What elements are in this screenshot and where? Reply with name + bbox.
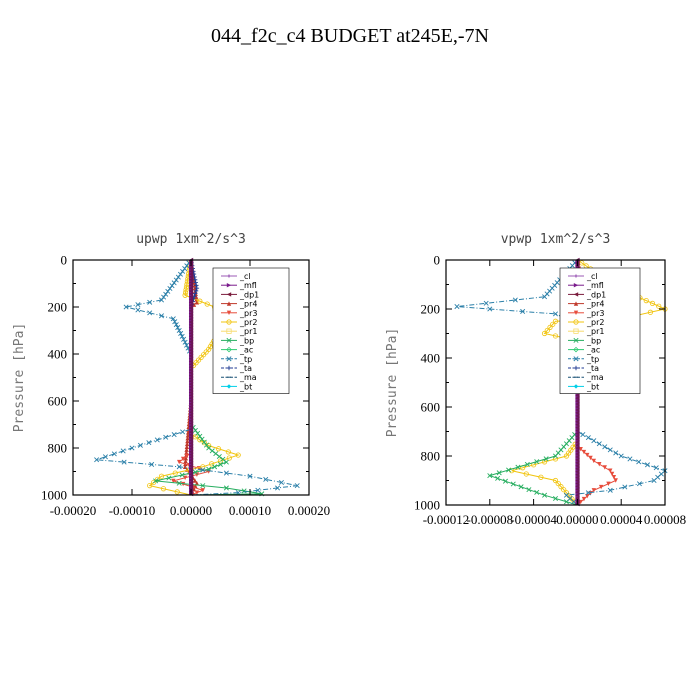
- series-markers-bp: [153, 424, 265, 497]
- y-tick-label: 0: [61, 253, 68, 268]
- series-line-tp: [96, 259, 298, 496]
- x-tick-label: -0.00008: [467, 512, 514, 527]
- legend-label: _bp: [586, 336, 601, 345]
- legend-label: _pr4: [586, 300, 604, 309]
- x-tick-label: -0.00020: [50, 503, 97, 518]
- legend-label: _ma: [586, 373, 604, 382]
- legend-label: _ac: [586, 346, 600, 355]
- legend-label: _bp: [239, 336, 254, 345]
- x-tick-label: 0.00000: [556, 512, 598, 527]
- y-tick-label: 800: [421, 449, 441, 464]
- x-tick-label: -0.00010: [109, 503, 156, 518]
- x-tick-label: -0.00012: [423, 512, 470, 527]
- y-tick-label: 800: [48, 441, 68, 456]
- legend-label: _ta: [239, 364, 252, 373]
- legend-label: _pr3: [586, 309, 604, 318]
- panel-title: vpwp 1xm^2/s^3: [501, 232, 611, 247]
- legend-label: _tp: [239, 355, 252, 364]
- y-tick-label: 400: [48, 347, 68, 362]
- legend: _cl_mfl_dp1_pr4_pr3_pr2_pr1_bp_ac_tp_ta_…: [212, 267, 290, 394]
- x-tick-label: -0.00004: [510, 512, 557, 527]
- legend-label: _mfl: [586, 281, 604, 290]
- legend-label: _ac: [239, 346, 253, 355]
- legend-label: _mfl: [239, 281, 257, 290]
- x-tick-label: 0.00000: [170, 503, 212, 518]
- legend-label: _pr2: [586, 318, 604, 327]
- y-tick-label: 200: [421, 302, 441, 317]
- legend-label: _ta: [586, 364, 599, 373]
- figure-title: 044_f2c_c4 BUDGET at245E,-7N: [211, 25, 489, 47]
- upwp-panel: upwp 1xm^2/s^3 Pressure [hPa] 0 200 400 600 80…: [12, 232, 330, 518]
- y-axis-label: Pressure [hPa]: [385, 328, 400, 438]
- legend-label: _pr4: [239, 300, 257, 309]
- legend-label: _dp1: [239, 290, 259, 299]
- legend-label: _pr2: [239, 318, 257, 327]
- y-tick-label: 400: [421, 351, 441, 366]
- zero-profile-markers: [188, 257, 194, 497]
- legend: _cl_mfl_dp1_pr4_pr3_pr2_pr1_bp_ac_tp_ta_…: [559, 267, 641, 394]
- plot-area: [94, 257, 300, 497]
- legend-label: _cl: [239, 272, 251, 281]
- vpwp-panel: vpwp 1xm^2/s^3 Pressure [hPa] 0 200 400 600 80…: [385, 232, 686, 527]
- legend-label: _tp: [586, 355, 599, 364]
- series-markers-bp: [487, 432, 578, 505]
- panel-title: upwp 1xm^2/s^3: [136, 232, 246, 247]
- y-tick-label: 1000: [41, 488, 67, 503]
- legend-label: _pr1: [239, 327, 257, 336]
- legend-label: _cl: [586, 272, 598, 281]
- y-tick-label: 600: [48, 394, 68, 409]
- legend-label: _bt: [586, 382, 599, 391]
- x-tick-label: 0.00010: [229, 503, 271, 518]
- x-tick-label: 0.00020: [288, 503, 330, 518]
- y-axis-label: Pressure [hPa]: [12, 323, 27, 433]
- legend-label: _bt: [239, 382, 252, 391]
- x-tick-label: 0.00008: [644, 512, 686, 527]
- y-tick-label: 600: [421, 400, 441, 415]
- legend-label: _ma: [239, 373, 257, 382]
- x-tick-label: 0.00004: [600, 512, 643, 527]
- y-tick-label: 200: [48, 300, 68, 315]
- y-tick-label: 0: [434, 253, 441, 268]
- legend-label: _dp1: [586, 290, 606, 299]
- legend-label: _pr1: [586, 327, 604, 336]
- y-tick-label: 1000: [414, 498, 440, 513]
- legend-label: _pr3: [239, 309, 257, 318]
